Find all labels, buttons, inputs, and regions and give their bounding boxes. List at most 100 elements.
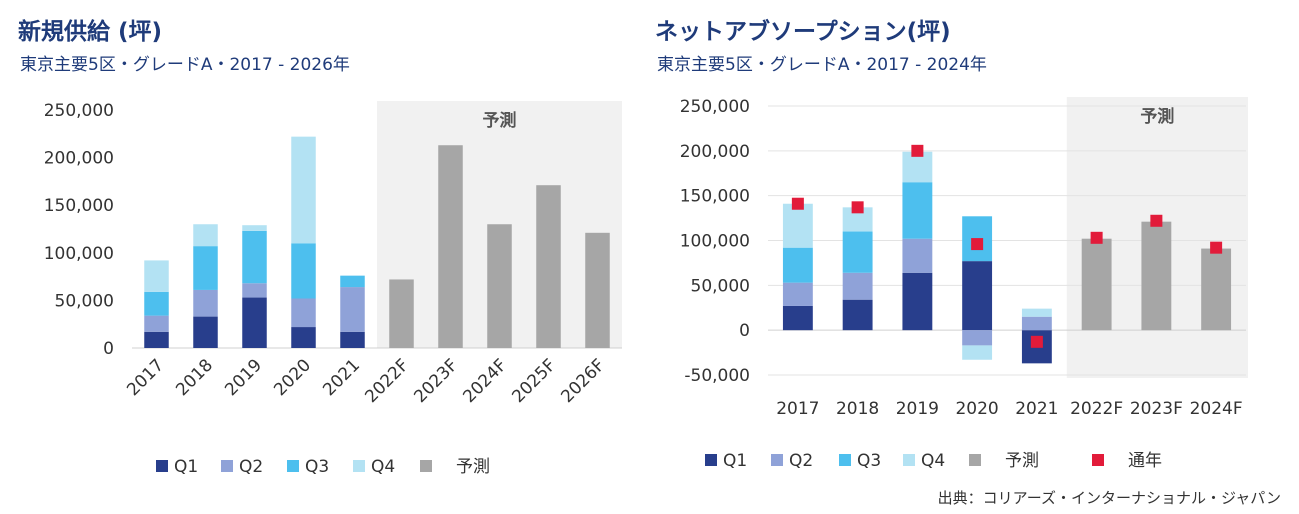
legend-label: 予測 bbox=[456, 457, 490, 477]
annual-marker-2021 bbox=[1030, 335, 1043, 348]
right-chart-title: ネットアブソープション(坪) bbox=[655, 19, 951, 45]
y-tick-label: 150,000 bbox=[44, 196, 114, 216]
absorption-chart: 予測 250,000 200,000 150,000 100,000 50,000 0 -50… bbox=[680, 97, 1248, 471]
x-tick-label: 2019 bbox=[896, 399, 939, 419]
bar-Q2-2017 bbox=[144, 315, 169, 332]
bar-Q4-2020 bbox=[962, 345, 993, 360]
annual-marker-2018 bbox=[851, 201, 864, 214]
legend-label: Q3 bbox=[305, 457, 329, 477]
annual-marker-2023F bbox=[1150, 214, 1163, 227]
y-tick-label: 0 bbox=[739, 321, 750, 341]
bar-Q3-2020 bbox=[291, 243, 316, 299]
bar-Q2-2021 bbox=[340, 287, 365, 332]
legend-swatch bbox=[1092, 454, 1104, 466]
bar-Q3-2019 bbox=[242, 230, 267, 284]
bar-Q1-2020 bbox=[962, 261, 993, 331]
x-tick-label: 2021 bbox=[319, 355, 364, 400]
legend-swatch bbox=[353, 460, 365, 472]
x-tick-label: 2024F bbox=[1190, 399, 1243, 419]
legend-label: Q3 bbox=[857, 451, 881, 471]
bar-Q4-2017 bbox=[782, 203, 813, 248]
bar-Q2-2018 bbox=[193, 289, 218, 317]
bar-Q3-2017 bbox=[782, 247, 813, 283]
bar--2026F bbox=[585, 232, 610, 348]
y-tick-label: 50,000 bbox=[691, 276, 750, 296]
bar-Q2-2019 bbox=[902, 238, 933, 273]
x-tick-label: 2020 bbox=[270, 355, 315, 400]
legend-label: Q1 bbox=[723, 451, 747, 471]
legend-swatch bbox=[969, 454, 981, 466]
legend-swatch bbox=[156, 460, 168, 472]
bar--2022F bbox=[389, 279, 414, 348]
x-tick-label: 2025F bbox=[508, 355, 560, 407]
left-chart-title: 新規供給 (坪) bbox=[18, 19, 163, 45]
annual-marker-2024F bbox=[1210, 241, 1223, 254]
bar-Q3-2018 bbox=[193, 246, 218, 290]
y-tick-label: 0 bbox=[103, 339, 114, 359]
bar-Q2-2020 bbox=[962, 330, 993, 346]
x-tick-label: 2023F bbox=[1130, 399, 1183, 419]
annual-marker-2020 bbox=[971, 238, 984, 251]
bar-Q4-2018 bbox=[193, 224, 218, 247]
y-tick-label: 250,000 bbox=[680, 97, 750, 117]
bar-Q1-2018 bbox=[842, 299, 873, 331]
bar-Q3-2018 bbox=[842, 231, 873, 273]
legend-label: 予測 bbox=[1005, 451, 1039, 471]
x-tick-label: 2023F bbox=[410, 355, 462, 407]
bar-Q2-2021 bbox=[1021, 316, 1052, 331]
bar-Q2-2019 bbox=[242, 283, 267, 298]
legend-swatch bbox=[221, 460, 233, 472]
legend-label: Q1 bbox=[174, 457, 198, 477]
legend-label: Q4 bbox=[371, 457, 395, 477]
forecast-band-label: 予測 bbox=[483, 110, 517, 131]
bar-Q2-2017 bbox=[782, 282, 813, 306]
y-tick-label: 100,000 bbox=[680, 232, 750, 252]
x-tick-label: 2024F bbox=[459, 355, 511, 407]
bar-Q3-2017 bbox=[144, 291, 169, 316]
y-tick-label: 250,000 bbox=[44, 101, 114, 121]
legend-swatch bbox=[420, 460, 432, 472]
y-tick-label: -50,000 bbox=[684, 366, 750, 386]
bar--2023F bbox=[438, 145, 463, 348]
legend-swatch bbox=[771, 454, 783, 466]
x-tick-label: 2020 bbox=[955, 399, 998, 419]
bar-Q1-2017 bbox=[782, 305, 813, 331]
legend-swatch bbox=[287, 460, 299, 472]
right-chart-subtitle: 東京主要5区・グレードA・2017 - 2024年 bbox=[657, 55, 987, 75]
legend-label: Q2 bbox=[789, 451, 813, 471]
x-tick-label: 2022F bbox=[1070, 399, 1123, 419]
legend-label: Q4 bbox=[921, 451, 945, 471]
x-tick-label: 2018 bbox=[836, 399, 879, 419]
y-tick-label: 150,000 bbox=[680, 187, 750, 207]
x-tick-label: 2026F bbox=[557, 355, 609, 407]
bar--2023F bbox=[1141, 221, 1172, 331]
legend-swatch bbox=[903, 454, 915, 466]
bar-Q3-2019 bbox=[902, 182, 933, 239]
x-tick-label: 2019 bbox=[221, 355, 266, 400]
bar-Q1-2020 bbox=[291, 327, 316, 348]
legend-swatch bbox=[705, 454, 717, 466]
legend-label: Q2 bbox=[239, 457, 263, 477]
bar-Q1-2018 bbox=[193, 316, 218, 348]
bar--2022F bbox=[1081, 238, 1112, 331]
bar-Q4-2020 bbox=[291, 136, 316, 244]
x-tick-label: 2017 bbox=[776, 399, 819, 419]
left-chart-subtitle: 東京主要5区・グレードA・2017 - 2026年 bbox=[20, 55, 350, 75]
bar--2024F bbox=[487, 224, 512, 348]
bar-Q1-2017 bbox=[144, 331, 169, 348]
y-tick-label: 50,000 bbox=[55, 291, 114, 311]
bar-Q1-2019 bbox=[902, 272, 933, 331]
annual-marker-2019 bbox=[911, 144, 924, 157]
x-tick-label: 2017 bbox=[123, 355, 168, 400]
annual-marker-2022F bbox=[1090, 231, 1103, 244]
supply-chart: 予測 250,000 200,000 150,000 100,000 50,000 0 201… bbox=[44, 101, 622, 477]
x-tick-label: 2018 bbox=[172, 355, 217, 400]
y-tick-label: 100,000 bbox=[44, 244, 114, 264]
bar-Q2-2018 bbox=[842, 272, 873, 300]
bar-Q4-2019 bbox=[242, 225, 267, 231]
bar-Q4-2021 bbox=[1021, 308, 1052, 317]
annual-marker-2017 bbox=[791, 197, 804, 210]
bar-Q1-2021 bbox=[340, 331, 365, 348]
x-tick-label: 2021 bbox=[1015, 399, 1058, 419]
bar--2025F bbox=[536, 185, 561, 348]
